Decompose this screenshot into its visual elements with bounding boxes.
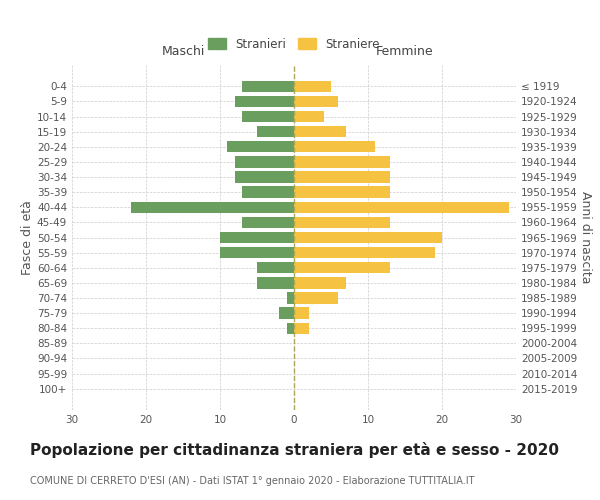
Text: COMUNE DI CERRETO D'ESI (AN) - Dati ISTAT 1° gennaio 2020 - Elaborazione TUTTITA: COMUNE DI CERRETO D'ESI (AN) - Dati ISTA… <box>30 476 475 486</box>
Text: Popolazione per cittadinanza straniera per età e sesso - 2020: Popolazione per cittadinanza straniera p… <box>30 442 559 458</box>
Bar <box>257 262 294 274</box>
Bar <box>257 126 294 138</box>
Bar <box>294 80 331 92</box>
Bar <box>294 322 309 334</box>
Bar <box>294 277 346 288</box>
Bar <box>294 141 376 152</box>
Bar <box>287 292 294 304</box>
Bar <box>294 96 338 107</box>
Bar <box>294 292 338 304</box>
Y-axis label: Fasce di età: Fasce di età <box>21 200 34 275</box>
Bar <box>279 308 294 318</box>
Bar <box>294 156 390 168</box>
Bar <box>294 202 509 213</box>
Bar <box>294 308 309 318</box>
Bar <box>294 262 390 274</box>
Bar <box>235 156 294 168</box>
Bar <box>287 322 294 334</box>
Bar <box>294 172 390 182</box>
Bar <box>227 141 294 152</box>
Legend: Stranieri, Straniere: Stranieri, Straniere <box>203 33 385 56</box>
Bar <box>235 96 294 107</box>
Bar <box>220 247 294 258</box>
Bar <box>294 216 390 228</box>
Y-axis label: Anni di nascita: Anni di nascita <box>578 191 592 284</box>
Bar <box>294 247 434 258</box>
Text: Femmine: Femmine <box>376 45 434 58</box>
Bar <box>242 80 294 92</box>
Bar <box>220 232 294 243</box>
Bar <box>257 277 294 288</box>
Bar <box>294 111 323 122</box>
Bar <box>235 172 294 182</box>
Bar <box>131 202 294 213</box>
Bar <box>294 186 390 198</box>
Bar <box>294 232 442 243</box>
Bar <box>294 126 346 138</box>
Text: Maschi: Maschi <box>161 45 205 58</box>
Bar <box>242 111 294 122</box>
Bar <box>242 186 294 198</box>
Bar <box>242 216 294 228</box>
